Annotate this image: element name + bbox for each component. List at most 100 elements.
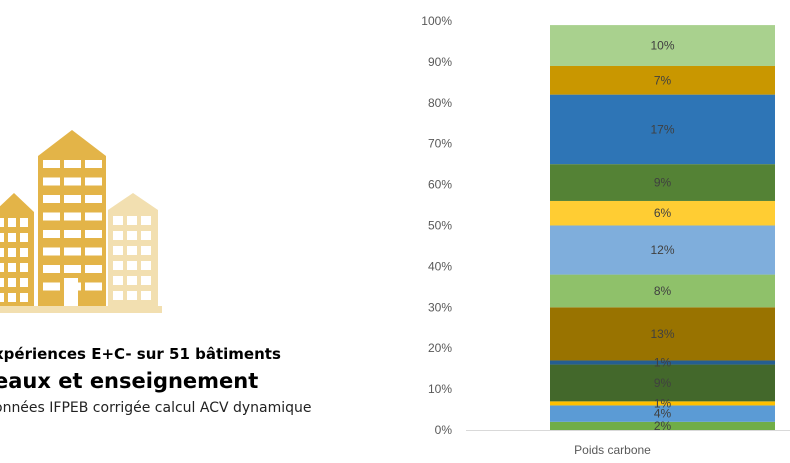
data-label: 2% [654, 419, 672, 433]
window [8, 278, 16, 287]
window [8, 233, 16, 242]
bar-segment [550, 164, 775, 201]
window [8, 293, 16, 302]
bar-segment [550, 307, 775, 361]
window [64, 247, 81, 256]
data-label: 4% [654, 407, 672, 421]
right-building-roof [108, 193, 158, 210]
window [85, 195, 102, 203]
y-tick-label: 80% [428, 96, 452, 110]
y-tick-label: 70% [428, 137, 452, 151]
bar-segment [550, 405, 775, 422]
ground [0, 306, 162, 313]
window [0, 263, 4, 272]
window [20, 218, 28, 227]
window [20, 278, 28, 287]
x-category-label: Poids carbone [574, 443, 651, 457]
caption-source: onnées IFPEB corrigée calcul ACV dynamiq… [0, 400, 312, 416]
bar-segments [550, 25, 775, 430]
bar-segment [550, 65, 775, 95]
data-label: 10% [650, 39, 674, 53]
window [113, 246, 123, 255]
window [127, 231, 137, 240]
data-label: 1% [654, 356, 672, 370]
data-label: 7% [654, 73, 672, 87]
y-tick-label: 90% [428, 55, 452, 69]
window [127, 216, 137, 225]
caption-subtitle: xpériences E+C- sur 51 bâtiments [0, 345, 281, 363]
window [43, 230, 60, 238]
window [113, 216, 123, 225]
data-label: 8% [654, 284, 672, 298]
category-labels: Poids carbone [574, 443, 651, 457]
bar-segment [550, 225, 775, 275]
bar-segment [550, 401, 775, 406]
y-tick-label: 10% [428, 382, 452, 396]
window [127, 276, 137, 285]
window [43, 160, 60, 168]
window [0, 293, 4, 302]
data-labels: 2%4%1%9%1%13%8%12%6%9%17%7%10% [650, 39, 674, 433]
window [85, 212, 102, 221]
window [113, 276, 123, 285]
data-label: 17% [650, 122, 674, 136]
window [141, 216, 151, 225]
window [43, 195, 60, 203]
window [113, 231, 123, 240]
window [141, 246, 151, 255]
window [0, 248, 4, 257]
bar-segment [550, 421, 775, 430]
data-label: 9% [654, 176, 672, 190]
window [43, 177, 60, 186]
window [0, 278, 4, 287]
window [113, 291, 123, 300]
window [64, 177, 81, 186]
left-building-roof [0, 193, 34, 212]
buildings-icon [0, 130, 162, 313]
window [0, 233, 4, 242]
window [85, 177, 102, 186]
window [141, 231, 151, 240]
data-label: 9% [654, 376, 672, 390]
window [8, 248, 16, 257]
window [113, 261, 123, 270]
y-axis-ticks: 0% 10% 20% 30% 40% 50% 60% 70% 80% 90% 100% [421, 14, 452, 437]
bar-segment [550, 25, 775, 66]
y-tick-label: 20% [428, 341, 452, 355]
y-tick-label: 50% [428, 219, 452, 233]
window [0, 218, 4, 227]
window [20, 263, 28, 272]
window [64, 265, 81, 273]
window [85, 265, 102, 273]
window [64, 212, 81, 221]
window [85, 160, 102, 168]
window [127, 291, 137, 300]
door [64, 278, 78, 310]
window [85, 282, 102, 291]
window [127, 246, 137, 255]
bar-segment [550, 274, 775, 308]
left-panel: xpériences E+C- sur 51 bâtiments eaux et… [0, 130, 312, 416]
window [141, 261, 151, 270]
data-label: 1% [654, 396, 672, 410]
data-label: 12% [650, 243, 674, 257]
window [141, 276, 151, 285]
data-label: 6% [654, 206, 672, 220]
bar-segment [550, 200, 775, 226]
left-building [0, 212, 34, 310]
window [20, 248, 28, 257]
window [85, 230, 102, 238]
window [43, 212, 60, 221]
y-tick-label: 100% [421, 14, 452, 28]
window [64, 160, 81, 168]
y-tick-label: 60% [428, 178, 452, 192]
window [85, 247, 102, 256]
bar-segment [550, 360, 775, 365]
window [127, 261, 137, 270]
window [20, 233, 28, 242]
bar-segment [550, 364, 775, 402]
window [8, 218, 16, 227]
window [64, 230, 81, 238]
window [64, 195, 81, 203]
